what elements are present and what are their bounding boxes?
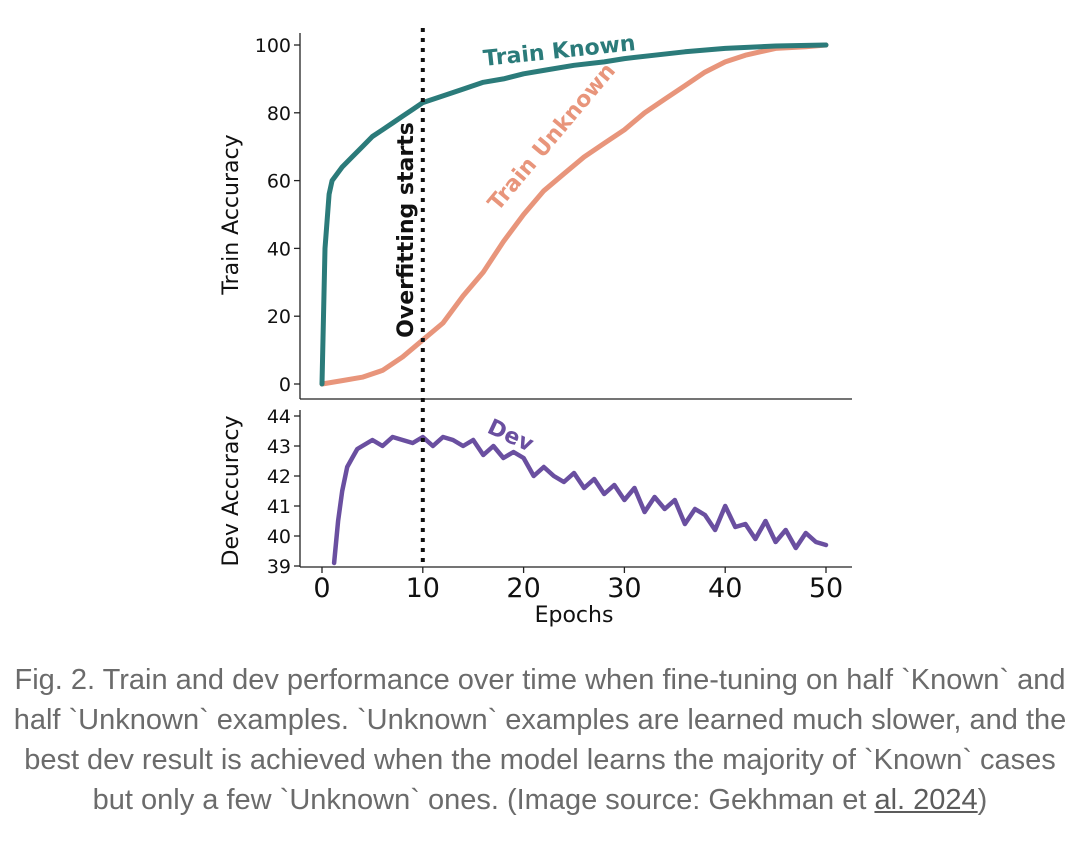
- top-y-tick-label: 80: [267, 103, 291, 125]
- bottom-y-tick-label: 39: [267, 556, 291, 578]
- dev-line: [331, 434, 829, 566]
- top-y-axis-label: Train Accuracy: [219, 134, 244, 295]
- bottom-y-axis-label: Dev Accuracy: [219, 416, 244, 567]
- x-axis-label: Epochs: [535, 603, 614, 628]
- x-tick-label: 20: [506, 573, 540, 604]
- top-y-tick-label: 40: [267, 238, 291, 260]
- top-y-tick-label: 0: [279, 374, 291, 396]
- caption-text: Fig. 2. Train and dev performance over t…: [13, 664, 1067, 816]
- x-tick-label: 0: [313, 573, 330, 604]
- bottom-y-tick-label: 40: [267, 526, 291, 548]
- figure-caption: Fig. 2. Train and dev performance over t…: [0, 660, 1080, 820]
- train-unknown-label: Train Unknown: [483, 59, 620, 216]
- bottom-y-tick-label: 41: [267, 496, 291, 518]
- caption-closing: ): [977, 784, 988, 816]
- overfitting-label: Overfitting starts: [394, 122, 419, 338]
- x-tick-label: 10: [406, 573, 440, 604]
- source-link[interactable]: al. 2024: [874, 784, 978, 816]
- x-tick-label: 40: [708, 573, 742, 604]
- bottom-y-tick-label: 42: [267, 466, 291, 488]
- train-known-line: [319, 42, 829, 387]
- bottom-y-tick-label: 44: [267, 406, 291, 428]
- top-y-tick-label: 60: [267, 171, 291, 193]
- x-tick-label: 50: [809, 573, 843, 604]
- train-unknown-line: [319, 42, 829, 387]
- x-tick-label: 30: [607, 573, 641, 604]
- top-y-tick-label: 20: [267, 306, 291, 328]
- bottom-y-tick-label: 43: [267, 436, 291, 458]
- top-y-tick-label: 100: [255, 35, 291, 57]
- figure: 0 20 40 60 80 100 Train Accuracy Train Known Tra…: [219, 28, 852, 628]
